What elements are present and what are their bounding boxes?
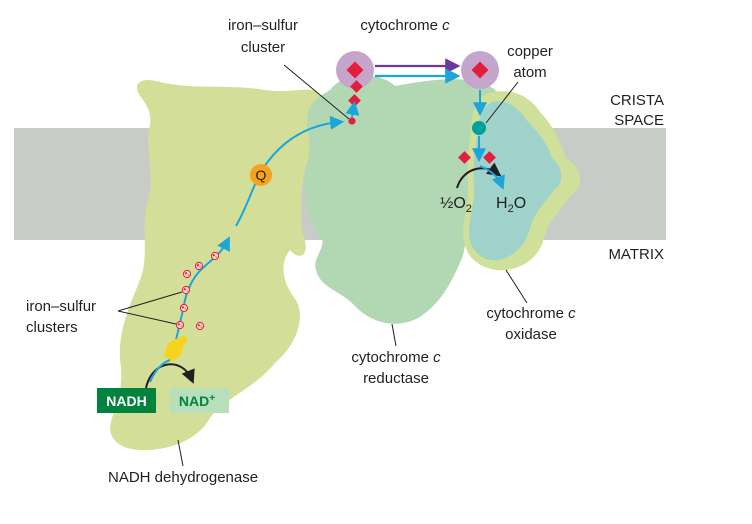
label-iron-sulfur-clusters-1: iron–sulfur [26, 298, 96, 315]
oxygen-reduction-arrow [456, 162, 502, 189]
label-copper-atom-2: atom [513, 64, 546, 81]
label-oxidase-1: cytochrome c [486, 305, 576, 322]
label-matrix: MATRIX [608, 246, 664, 263]
label-oxidase-2: oxidase [505, 326, 557, 343]
label-nadh-dehydrogenase: NADH dehydrogenase [108, 469, 258, 486]
label-cytochrome-c-top: cytochrome c [360, 17, 450, 34]
label-crista-space-1: CRISTA [610, 92, 664, 109]
cytochrome-c-reductase-complex [304, 75, 505, 324]
nadh-oxidation-arrow [145, 363, 195, 389]
fes-cluster-6 [194, 261, 204, 271]
fmn-cofactor [164, 338, 184, 362]
label-copper-atom-1: copper [507, 43, 553, 60]
leader-iron-sulfur-clusters-a [117, 291, 183, 312]
fes-cluster-4 [181, 285, 191, 295]
quinone-label: Q [256, 167, 267, 183]
label-iron-sulfur-cluster-1: iron–sulfur [228, 17, 298, 34]
cytochrome-c-oxidase-inner [469, 101, 562, 261]
heme-oxidase-right [483, 151, 496, 164]
label-reductase-1: cytochrome c [351, 349, 441, 366]
nadh-label: NADH [106, 393, 146, 409]
label-iron-sulfur-cluster-2: cluster [241, 39, 285, 56]
cytochrome-c-right-heme [471, 61, 489, 79]
electron-path-reductase [345, 100, 360, 118]
leader-oxidase [505, 269, 528, 304]
heme-oxidase-left [458, 151, 471, 164]
nad-label: NAD+ [179, 393, 215, 409]
fes-cluster-3 [179, 303, 189, 313]
nadh-box [97, 388, 156, 413]
fes-cluster-1 [175, 320, 185, 330]
fes-cluster-7 [210, 251, 220, 261]
nadh-electron-arrow [149, 359, 171, 383]
electron-arrow-to-oxygen [479, 165, 505, 190]
iron-sulfur-cluster-reductase [348, 117, 356, 125]
heme-reductase-1 [350, 80, 363, 93]
fes-cluster-5 [182, 269, 192, 279]
leader-reductase [391, 323, 397, 347]
label-reductase-2: reductase [363, 370, 429, 387]
fmn-cofactor-tip [179, 336, 187, 344]
nad-box [170, 388, 229, 413]
copper-atom [472, 121, 486, 135]
label-iron-sulfur-clusters-2: clusters [26, 319, 78, 336]
fes-cluster-2 [195, 321, 205, 331]
leader-iron-sulfur-clusters-b [117, 310, 177, 325]
quinone [250, 164, 272, 186]
label-water: H2O [496, 195, 526, 215]
leader-dehydrogenase [177, 439, 184, 467]
cytochrome-c-left-heme [346, 61, 364, 79]
label-half-o2: ½O2 [440, 195, 472, 215]
label-crista-space-2: SPACE [614, 112, 664, 129]
leader-iron-sulfur-cluster [283, 64, 350, 120]
leader-copper-atom [485, 81, 519, 124]
